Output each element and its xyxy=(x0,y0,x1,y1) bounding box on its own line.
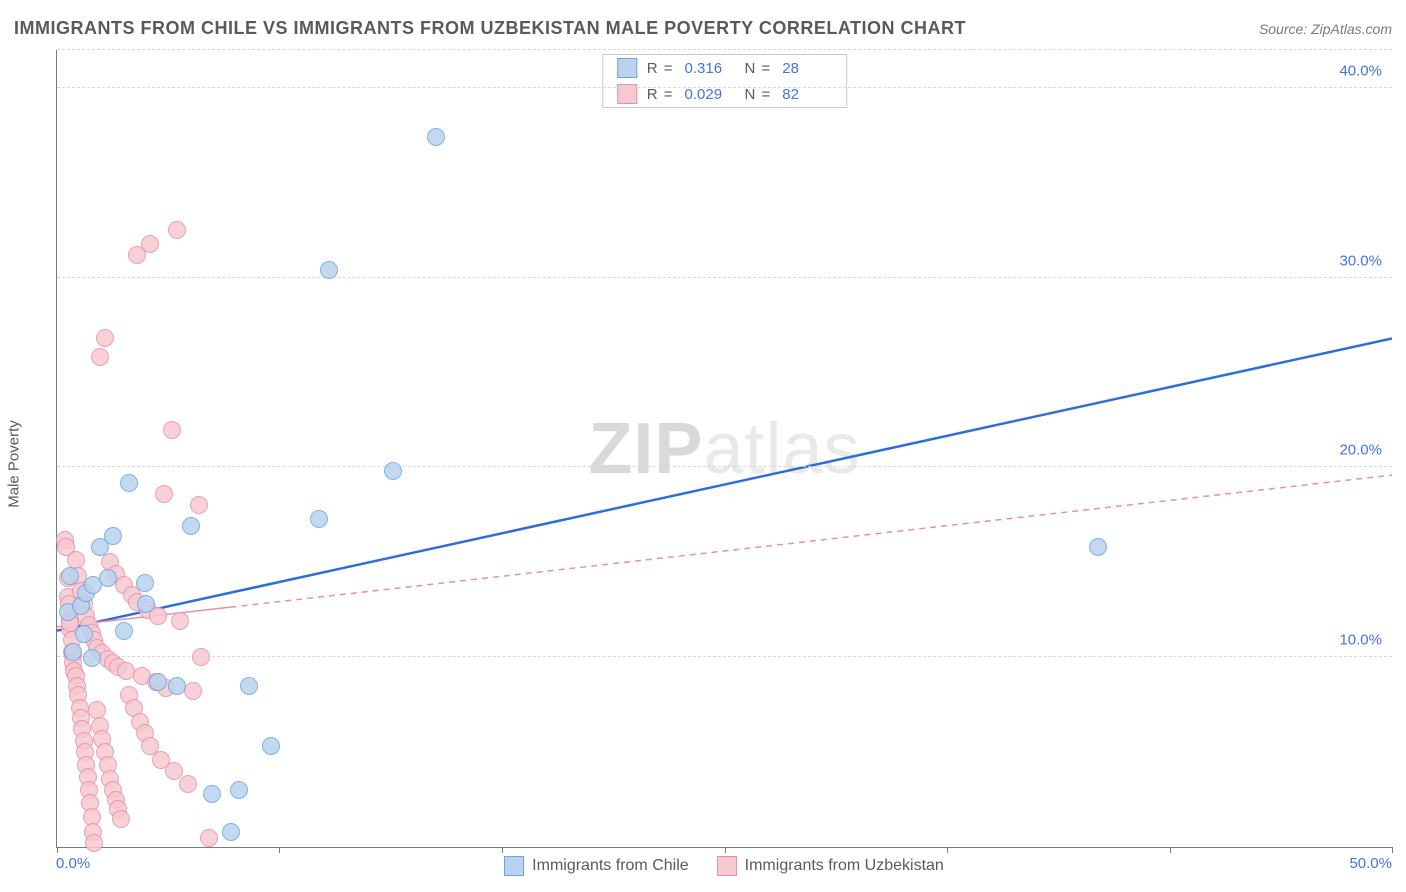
x-axis-tick xyxy=(279,847,280,853)
legend-correlation-row-chile: R = 0.316 N = 28 xyxy=(603,55,847,81)
scatter-point-uzbekistan xyxy=(163,421,181,439)
legend-n-label: N = xyxy=(745,60,773,77)
scatter-point-chile xyxy=(104,527,122,545)
scatter-point-uzbekistan xyxy=(96,329,114,347)
x-axis-tick xyxy=(947,847,948,853)
legend-swatch-chile xyxy=(504,856,524,876)
y-axis-tick-label: 10.0% xyxy=(1339,632,1382,649)
scatter-point-chile xyxy=(310,510,328,528)
legend-correlation: R = 0.316 N = 28 R = 0.029 N = 82 xyxy=(602,54,848,108)
scatter-point-chile xyxy=(75,625,93,643)
scatter-point-chile xyxy=(137,595,155,613)
gridline xyxy=(57,49,1392,50)
scatter-point-chile xyxy=(1089,538,1107,556)
gridline xyxy=(57,656,1392,657)
header: IMMIGRANTS FROM CHILE VS IMMIGRANTS FROM… xyxy=(14,18,1392,39)
x-axis-tick xyxy=(725,847,726,853)
legend-n-value: 28 xyxy=(782,60,832,77)
y-axis-title: Male Poverty xyxy=(6,420,23,508)
chart: Male Poverty ZIPatlas R =0.316N =28R =0.… xyxy=(14,50,1392,878)
legend-r-label: R = xyxy=(647,60,675,77)
legend-n-value: 82 xyxy=(782,86,832,103)
y-axis-tick-label: 30.0% xyxy=(1339,252,1382,269)
scatter-point-uzbekistan xyxy=(190,496,208,514)
scatter-point-chile xyxy=(61,567,79,585)
scatter-point-chile xyxy=(427,128,445,146)
plot-area: ZIPatlas R = 0.316 N = 28 R = 0.029 N = 82 10.0… xyxy=(56,50,1392,848)
scatter-point-uzbekistan xyxy=(155,485,173,503)
scatter-point-uzbekistan xyxy=(192,648,210,666)
scatter-point-chile xyxy=(99,569,117,587)
scatter-point-chile xyxy=(240,677,258,695)
gridline xyxy=(57,87,1392,88)
scatter-point-uzbekistan xyxy=(179,775,197,793)
scatter-point-chile xyxy=(262,737,280,755)
watermark-text-a: ZIP xyxy=(588,409,703,489)
source-label: Source: ZipAtlas.com xyxy=(1259,21,1392,37)
scatter-point-chile xyxy=(182,517,200,535)
scatter-point-chile xyxy=(83,649,101,667)
x-axis-tick xyxy=(1392,847,1393,853)
scatter-point-chile xyxy=(320,261,338,279)
scatter-point-uzbekistan xyxy=(85,834,103,852)
legend-series: Immigrants from Chile Immigrants from Uzb… xyxy=(56,856,1392,876)
legend-series-label: Immigrants from Uzbekistan xyxy=(745,857,944,875)
scatter-point-chile xyxy=(168,677,186,695)
legend-series-label: Immigrants from Chile xyxy=(532,857,688,875)
scatter-point-uzbekistan xyxy=(141,235,159,253)
y-axis-tick-label: 40.0% xyxy=(1339,62,1382,79)
chart-title: IMMIGRANTS FROM CHILE VS IMMIGRANTS FROM… xyxy=(14,18,966,39)
trend-line-uzbekistan xyxy=(231,475,1392,607)
scatter-point-chile xyxy=(120,474,138,492)
scatter-point-uzbekistan xyxy=(171,612,189,630)
watermark-text-b: atlas xyxy=(703,409,860,489)
legend-n-label: N = xyxy=(745,86,773,103)
scatter-point-chile xyxy=(136,574,154,592)
legend-correlation-row-uzbekistan: R = 0.029 N = 82 xyxy=(603,81,847,107)
scatter-point-chile xyxy=(230,781,248,799)
x-axis-tick xyxy=(57,847,58,853)
scatter-point-chile xyxy=(115,622,133,640)
x-axis-tick xyxy=(1170,847,1171,853)
scatter-point-chile xyxy=(203,785,221,803)
legend-r-label: R = xyxy=(647,86,675,103)
scatter-point-chile xyxy=(149,673,167,691)
watermark: ZIPatlas xyxy=(588,408,860,490)
legend-series-item-chile: Immigrants from Chile xyxy=(504,856,688,876)
trend-line-chile xyxy=(57,338,1392,630)
legend-series-item-uzbekistan: Immigrants from Uzbekistan xyxy=(717,856,944,876)
y-axis-tick-label: 20.0% xyxy=(1339,442,1382,459)
trend-lines xyxy=(57,50,1392,847)
gridline xyxy=(57,466,1392,467)
scatter-point-uzbekistan xyxy=(91,348,109,366)
scatter-point-chile xyxy=(384,462,402,480)
legend-r-value: 0.029 xyxy=(685,86,735,103)
scatter-point-uzbekistan xyxy=(184,682,202,700)
x-axis-tick xyxy=(502,847,503,853)
legend-r-value: 0.316 xyxy=(685,60,735,77)
gridline xyxy=(57,277,1392,278)
scatter-point-uzbekistan xyxy=(112,810,130,828)
legend-swatch-chile xyxy=(617,58,637,78)
scatter-point-chile xyxy=(222,823,240,841)
scatter-point-uzbekistan xyxy=(200,829,218,847)
scatter-point-chile xyxy=(64,643,82,661)
legend-swatch-uzbekistan xyxy=(717,856,737,876)
scatter-point-uzbekistan xyxy=(168,221,186,239)
